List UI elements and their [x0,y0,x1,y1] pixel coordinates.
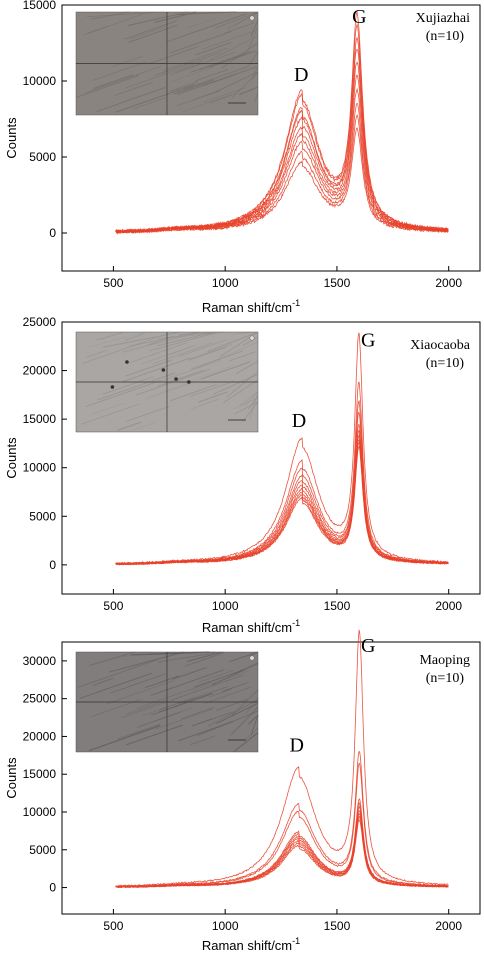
x-tick-label: 500 [103,599,123,613]
site-label: Xujiazhai [416,11,471,26]
y-tick-label: 15000 [23,0,57,12]
spectrum-series-4 [115,412,449,566]
x-tick-label: 1000 [212,919,239,933]
y-tick-label: 0 [49,558,56,572]
y-tick-label: 0 [49,881,56,895]
y-axis-title: Counts [4,117,19,159]
spectrum-series-8 [115,813,449,889]
spectrum-series-10 [115,445,449,566]
spectrum-series-5 [115,424,449,566]
y-tick-label: 10000 [23,805,57,819]
x-tick-label: 1500 [324,276,351,290]
peak-label-d: D [294,64,308,86]
spectrum-series-4 [115,798,449,888]
spectrum-series-5 [115,801,449,889]
y-tick-label: 20000 [23,729,57,743]
x-tick-label: 500 [103,919,123,933]
y-tick-label: 0 [49,226,56,240]
peak-label-g: G [352,6,366,28]
x-tick-label: 2000 [435,599,462,613]
x-tick-label: 1500 [324,599,351,613]
micrograph-inset [75,651,259,753]
y-tick-label: 5000 [29,150,56,164]
sample-count-label: (n=10) [426,671,465,686]
micrograph-inset [75,331,259,433]
y-tick-label: 10000 [23,461,57,475]
spectrum-series-7 [115,810,449,889]
site-label: Maoping [419,653,470,668]
y-tick-label: 25000 [23,692,57,706]
peak-label-d: D [292,410,306,432]
peak-label-g: G [361,635,375,657]
spectrum-series-10 [115,818,449,889]
y-tick-label: 20000 [23,364,57,378]
spectrum-series-3 [115,762,449,888]
plot-frame [61,4,481,272]
y-tick-label: 15000 [23,767,57,781]
micrograph-inset [75,11,259,116]
x-tick-label: 2000 [435,276,462,290]
y-tick-label: 15000 [23,412,57,426]
plot-frame [61,641,481,915]
sample-count-label: (n=10) [426,356,465,371]
x-tick-label: 500 [103,276,123,290]
plot-frame [61,321,481,595]
x-tick-label: 1000 [212,599,239,613]
sample-count-label: (n=10) [426,29,465,44]
x-axis-title: Raman shift/cm-1 [202,298,300,315]
site-label: Xiaocaoba [410,338,471,353]
x-tick-label: 1500 [324,919,351,933]
spectrum-series-7 [115,434,449,566]
x-tick-label: 2000 [435,919,462,933]
spectrum-series-9 [115,113,449,235]
y-tick-label: 25000 [23,315,57,329]
spectrum-series-6 [115,805,449,888]
chart-panel-maoping: 500 1000 1500 20000500010000150002000025000… [4,629,481,953]
spectrum-series-2 [115,750,449,888]
peak-label-d: D [289,735,303,757]
spectrum-series-9 [115,816,449,889]
spectrum-series-8 [115,102,449,234]
x-tick-label: 1000 [212,276,239,290]
y-tick-label: 5000 [29,509,56,523]
spectrum-series-6 [115,429,449,566]
y-tick-label: 5000 [29,843,56,857]
y-tick-label: 30000 [23,654,57,668]
y-axis-title: Counts [4,437,19,479]
chart-panel-xujiazhai: 500 1000 1500 2000 0 5000 10000 15000 Counts Rama… [4,0,481,315]
spectrum-series-10 [115,127,449,235]
chart-panel-xiaocaoba: 500 1000 1500 20000500010000150002000025000… [4,315,481,635]
x-axis-title: Raman shift/cm-1 [202,936,300,953]
y-axis-title: Counts [4,757,19,799]
y-tick-label: 10000 [23,74,57,88]
peak-label-g: G [361,329,375,351]
x-axis-title: Raman shift/cm-1 [202,618,300,635]
